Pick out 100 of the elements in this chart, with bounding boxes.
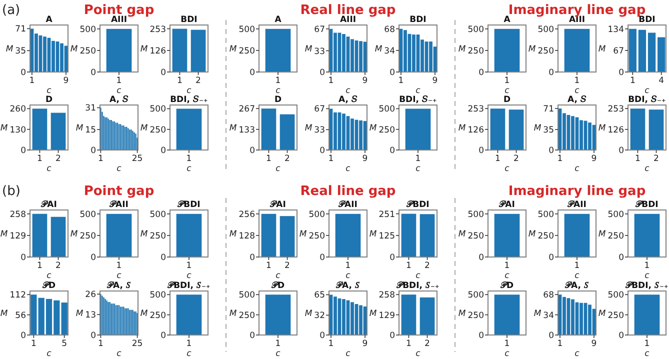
chart-title: BDI, 𝑆₋₊ <box>628 94 666 105</box>
bar <box>658 37 666 72</box>
y-tick-label: 0 <box>618 331 624 341</box>
x-axis-title: c <box>116 349 122 359</box>
y-axis-title: M <box>304 44 313 54</box>
y-tick-label: 258 <box>10 210 26 220</box>
x-axis-title: c <box>276 271 281 281</box>
y-tick-label: 500 <box>608 210 624 220</box>
y-axis-title: M <box>598 44 606 54</box>
y-tick-label: 31 <box>85 104 96 114</box>
x-tick-label: 9 <box>362 154 368 164</box>
chart-title: 𝒫AI <box>40 199 57 210</box>
x-tick-label: 25 <box>132 339 143 349</box>
bar <box>61 302 68 335</box>
y-tick-label: 250 <box>468 231 484 242</box>
y-tick-label: 34 <box>543 310 554 321</box>
y-axis-title: M <box>76 309 84 319</box>
y-tick-label: 500 <box>608 290 624 301</box>
y-tick-label: 500 <box>538 210 554 220</box>
x-axis-title: c <box>186 164 192 174</box>
x-tick-label: 1 <box>644 261 650 271</box>
x-axis-title: c <box>186 349 192 359</box>
chart-title: BDI, 𝑆₋₊ <box>170 94 208 105</box>
y-tick-label: 0 <box>478 331 484 341</box>
x-tick-label: 1 <box>116 76 122 86</box>
x-tick-label: 1 <box>186 339 192 349</box>
y-tick-label: 500 <box>238 24 255 35</box>
y-axis-title: M <box>374 44 383 54</box>
text: (a) <box>2 3 20 18</box>
y-tick-label: 0 <box>478 253 484 263</box>
x-tick-label: 2 <box>514 154 519 164</box>
y-axis-title: M <box>598 124 606 134</box>
y-tick-label: 251 <box>378 210 395 220</box>
y-tick-label: 500 <box>80 24 96 35</box>
y-tick-label: 0 <box>618 253 624 263</box>
x-tick-label: 1 <box>635 154 640 164</box>
y-tick-label: 250 <box>608 231 624 242</box>
x-tick-label: 9 <box>591 339 597 349</box>
y-tick-label: 68 <box>543 290 554 301</box>
x-tick-label: 2 <box>424 261 430 271</box>
y-tick-label: 67 <box>314 24 325 35</box>
x-axis-title: c <box>416 271 421 281</box>
y-axis-title: M <box>458 44 466 54</box>
y-tick-label: 56 <box>15 310 26 321</box>
y-tick-label: 0 <box>90 146 96 156</box>
chart-title: A <box>46 15 53 25</box>
x-tick-label: 1 <box>495 154 500 164</box>
x-axis-title: c <box>276 349 281 359</box>
bar <box>588 304 592 335</box>
y-tick-label: 0 <box>90 331 96 341</box>
bar <box>359 305 362 335</box>
y-tick-label: 250 <box>308 231 325 242</box>
y-axis-title: M <box>229 124 238 134</box>
y-tick-label: 0 <box>548 331 554 341</box>
x-tick-label: 2 <box>196 76 201 86</box>
x-tick-label: 1 <box>29 76 35 86</box>
x-tick-label: 1 <box>98 339 104 349</box>
y-tick-label: 0 <box>90 253 96 263</box>
x-tick-label: 1 <box>266 154 272 164</box>
bar <box>571 299 574 335</box>
chart-title: 𝒫BDI <box>406 199 430 210</box>
bar <box>60 43 64 72</box>
x-tick-label: 1 <box>275 339 281 349</box>
chart-title: 𝒫D <box>270 280 285 291</box>
bar <box>580 302 583 335</box>
x-axis-title: c <box>116 86 122 96</box>
chart-title: 𝒫AII <box>108 199 128 210</box>
y-axis-title: M <box>369 124 378 134</box>
x-axis-title: c <box>186 86 192 96</box>
y-tick-label: 0 <box>478 146 484 156</box>
bar <box>628 28 636 72</box>
x-axis-title: c <box>504 86 510 96</box>
y-tick-label: 0 <box>390 253 395 263</box>
y-tick-label: 250 <box>538 231 554 242</box>
y-tick-label: 128 <box>238 231 255 242</box>
x-tick-label: 1 <box>266 261 272 271</box>
chart-title: D <box>45 95 53 105</box>
chart-title: 𝒫A, 𝑆 <box>335 280 360 291</box>
y-tick-label: 0 <box>20 331 26 341</box>
y-axis-title: M <box>598 309 606 319</box>
x-tick-label: 2 <box>424 339 430 349</box>
text: Real line gap <box>300 184 396 199</box>
y-tick-label: 253 <box>150 24 166 35</box>
y-tick-label: 126 <box>608 125 624 136</box>
y-tick-label: 250 <box>468 46 484 56</box>
x-tick-label: 4 <box>658 76 664 86</box>
chart-title: A, 𝑆 <box>568 94 586 105</box>
x-axis-title: c <box>346 86 351 96</box>
x-axis-title: c <box>644 271 650 281</box>
x-tick-label: 1 <box>328 339 334 349</box>
y-axis-title: M <box>76 124 84 134</box>
x-tick-label: 2 <box>654 154 659 164</box>
bar <box>571 116 574 150</box>
y-tick-label: 0 <box>250 68 255 78</box>
y-tick-label: 0 <box>20 253 26 263</box>
x-tick-label: 1 <box>37 261 42 271</box>
y-tick-label: 0 <box>618 68 624 78</box>
chart-title: AIII <box>340 15 356 25</box>
x-axis-title: c <box>504 349 510 359</box>
chart-title: BDI, 𝑆₋₊ <box>399 94 437 105</box>
